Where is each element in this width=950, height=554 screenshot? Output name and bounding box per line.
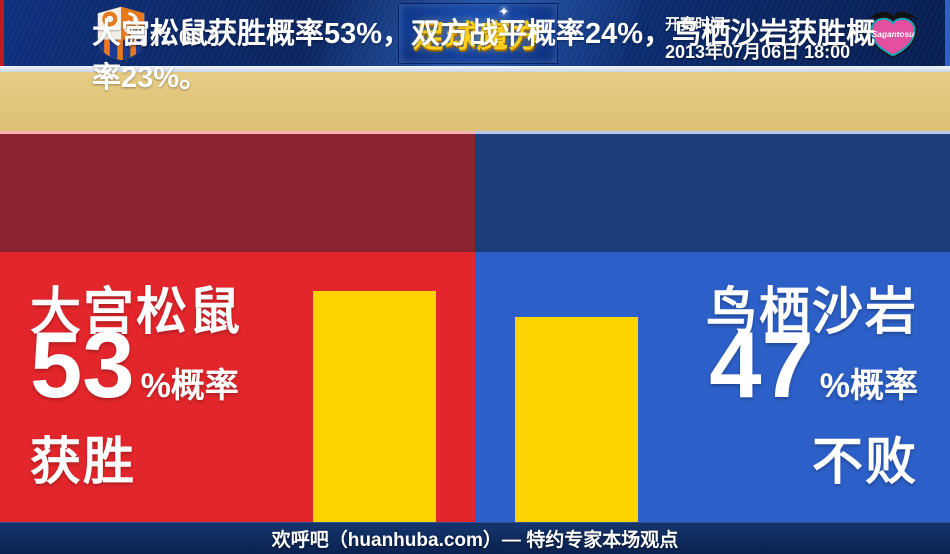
summary-band xyxy=(0,134,950,252)
header-right-accent xyxy=(945,0,950,66)
sparkle-icon: ✦ xyxy=(498,4,510,19)
panel-top-tint xyxy=(0,131,950,134)
home-probability: 53 %概率 xyxy=(30,318,239,412)
probability-panels xyxy=(0,252,950,522)
footer-attribution: 欢呼吧（huanhuba.com）— 特约专家本场观点 xyxy=(271,530,679,551)
kickoff-time: 2013年07月06日 18:00 xyxy=(665,42,851,62)
away-team-name: 鸟栖沙岩 xyxy=(705,283,918,340)
home-probability-suffix: %概率 xyxy=(140,367,239,405)
away-team-crest-icon: Sagantosu xyxy=(868,11,918,58)
summary-bg-home xyxy=(0,134,475,252)
home-team-name: 大宫松鼠 xyxy=(30,283,243,340)
summary-bg-away xyxy=(475,134,950,252)
home-outcome: 获胜 xyxy=(30,433,137,490)
away-outcome: 不败 xyxy=(811,433,918,490)
kickoff-label: 开赛时间： xyxy=(665,16,741,33)
home-team-crest-icon xyxy=(95,4,147,62)
header-separator xyxy=(0,66,950,72)
footer: 欢呼吧（huanhuba.com）— 特约专家本场观点 xyxy=(0,522,950,554)
away-probability-bar xyxy=(515,317,638,522)
header: 周六 007 足球魔方 ✦ 开赛时间： 2013年07月06日 18:00 Sa… xyxy=(0,0,950,90)
svg-text:Sagantosu: Sagantosu xyxy=(872,30,914,39)
match-number-label: 周六 007 xyxy=(128,26,217,49)
home-probability-bar xyxy=(313,291,436,522)
away-probability: 47 %概率 xyxy=(709,318,918,412)
prediction-summary: 大宫松鼠获胜概率53%，双方战平概率24%，鸟栖沙岩获胜概率23%。 xyxy=(92,18,876,95)
header-left-accent xyxy=(0,0,4,66)
home-probability-value: 53 xyxy=(30,312,135,417)
brand-logo: 足球魔方 ✦ xyxy=(398,3,558,64)
away-probability-suffix: %概率 xyxy=(819,367,918,405)
kickoff-info: 开赛时间： 2013年07月06日 18:00 xyxy=(665,13,850,64)
away-probability-value: 47 xyxy=(709,312,814,417)
